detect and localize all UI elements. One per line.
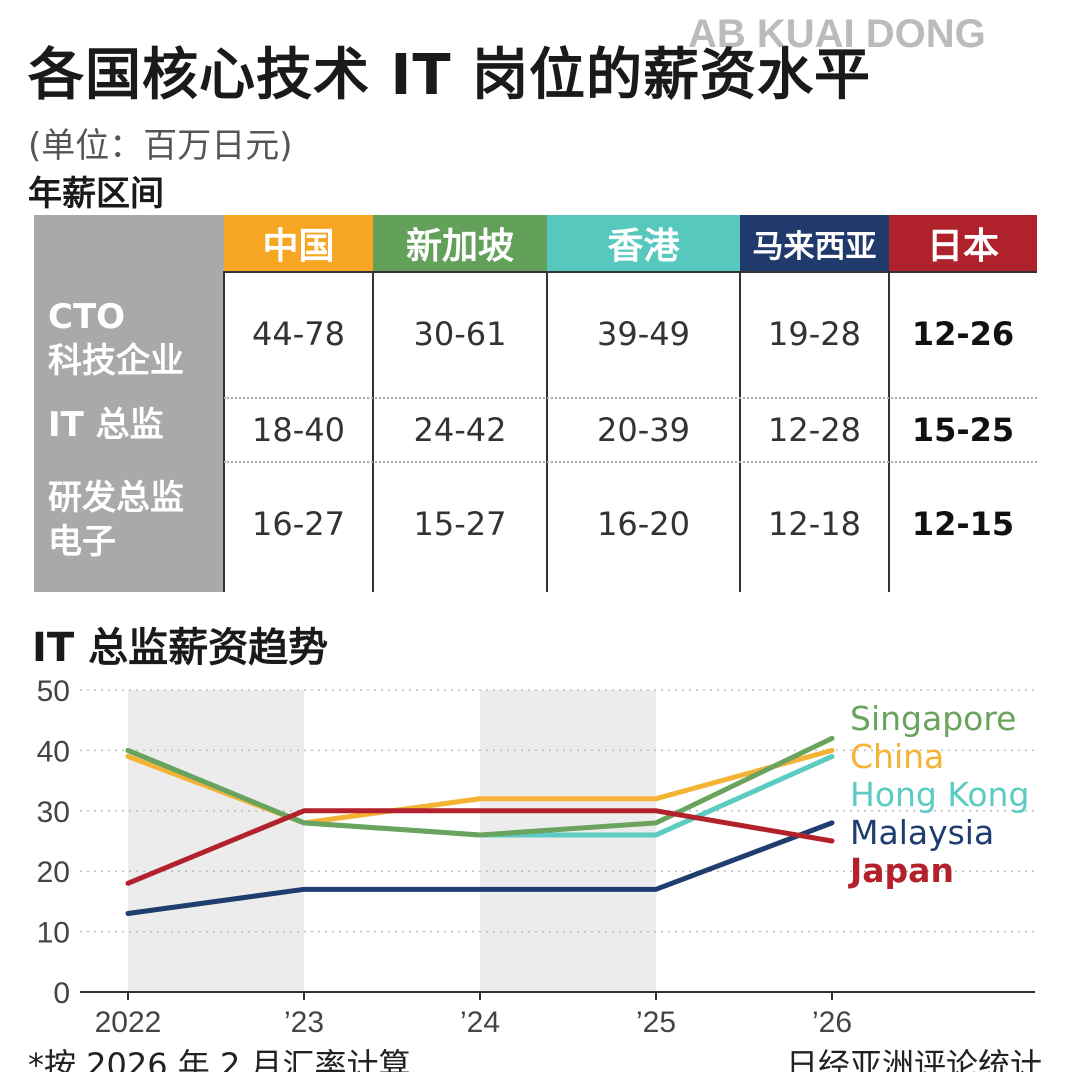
row-divider bbox=[224, 397, 1037, 399]
table-cell: 12-28 bbox=[768, 411, 861, 449]
table-cell: 12-18 bbox=[768, 505, 861, 543]
x-tick-label: ’25 bbox=[636, 1006, 676, 1035]
chart-title: IT 总监薪资趋势 bbox=[32, 625, 329, 671]
column-header-china: 中国 bbox=[224, 215, 373, 271]
table-cell-japan: 12-15 bbox=[911, 505, 1015, 543]
column-divider bbox=[223, 271, 225, 592]
table-cell-japan: 12-26 bbox=[911, 315, 1015, 353]
legend-item-japan: Japan bbox=[848, 851, 954, 890]
table-cell: 18-40 bbox=[252, 411, 345, 449]
y-tick-label: 50 bbox=[37, 675, 70, 708]
y-tick-label: 30 bbox=[37, 796, 70, 829]
column-header-hong-kong: 香港 bbox=[547, 215, 740, 271]
shaded-period bbox=[128, 690, 304, 992]
column-divider bbox=[372, 271, 374, 592]
column-header-singapore: 新加坡 bbox=[373, 215, 547, 271]
x-tick-label: ’23 bbox=[284, 1006, 324, 1035]
row-label-rd-director: 研发总监 电子 bbox=[48, 478, 184, 562]
row-label-column: CTO 科技企业 IT 总监 研发总监 电子 bbox=[34, 271, 224, 592]
header-divider bbox=[34, 271, 1037, 273]
table-cell: 16-20 bbox=[597, 505, 690, 543]
table-cell: 30-61 bbox=[413, 315, 507, 353]
column-divider bbox=[739, 271, 741, 592]
legend-item-hong-kong: Hong Kong bbox=[850, 775, 1029, 814]
series-line-japan bbox=[125, 808, 835, 886]
column-divider bbox=[546, 271, 548, 592]
table-cell: 24-42 bbox=[413, 411, 507, 449]
y-tick-label: 40 bbox=[37, 735, 70, 768]
legend-item-malaysia: Malaysia bbox=[850, 813, 994, 852]
y-tick-label: 0 bbox=[53, 977, 70, 1010]
row-label-cto: CTO 科技企业 bbox=[48, 297, 184, 381]
it-director-salary-chart: 0 10 20 30 40 50 2022 ’23 ’24 ’25 ’26 SingaporeChin… bbox=[37, 675, 1035, 1035]
page-title: 各国核心技术 IT 岗位的薪资水平 bbox=[28, 43, 872, 108]
table-cell: 39-49 bbox=[597, 315, 690, 353]
legend-item-china: China bbox=[850, 737, 944, 776]
salary-table: 中国 新加坡 香港 马来西亚 日本 CTO 科技企业 IT 总监 研发总监 电子… bbox=[34, 215, 1037, 592]
column-divider bbox=[888, 271, 890, 592]
row-divider bbox=[224, 461, 1037, 463]
y-tick-label: 20 bbox=[37, 856, 70, 889]
column-header-malaysia: 马来西亚 bbox=[740, 215, 889, 271]
legend-item-singapore: Singapore bbox=[850, 699, 1016, 738]
table-corner bbox=[34, 215, 224, 271]
table-cell: 44-78 bbox=[252, 315, 345, 353]
table-cell: 20-39 bbox=[597, 411, 690, 449]
unit-label: (单位：百万日元) bbox=[28, 126, 293, 166]
table-cell: 19-28 bbox=[768, 315, 861, 353]
table-subtitle: 年薪区间 bbox=[28, 174, 164, 214]
table-cell: 15-27 bbox=[413, 505, 507, 543]
x-tick-label: ’24 bbox=[460, 1006, 500, 1035]
x-tick-label: 2022 bbox=[95, 1006, 162, 1035]
footnote: *按 2026 年 2 月汇率计算 bbox=[28, 1046, 411, 1072]
series-line-singapore bbox=[125, 735, 835, 838]
table-cell-japan: 15-25 bbox=[911, 411, 1015, 449]
source-credit: 日经亚洲评论统计 bbox=[785, 1046, 1042, 1072]
series-line-malaysia bbox=[125, 820, 835, 916]
column-header-japan: 日本 bbox=[889, 215, 1037, 271]
shaded-period bbox=[480, 690, 656, 992]
table-cell: 16-27 bbox=[252, 505, 345, 543]
watermark: AB KUAI DONG bbox=[688, 12, 986, 56]
x-tick-label: ’26 bbox=[812, 1006, 852, 1035]
row-label-it-director: IT 总监 bbox=[48, 405, 164, 445]
y-tick-label: 10 bbox=[37, 917, 70, 950]
